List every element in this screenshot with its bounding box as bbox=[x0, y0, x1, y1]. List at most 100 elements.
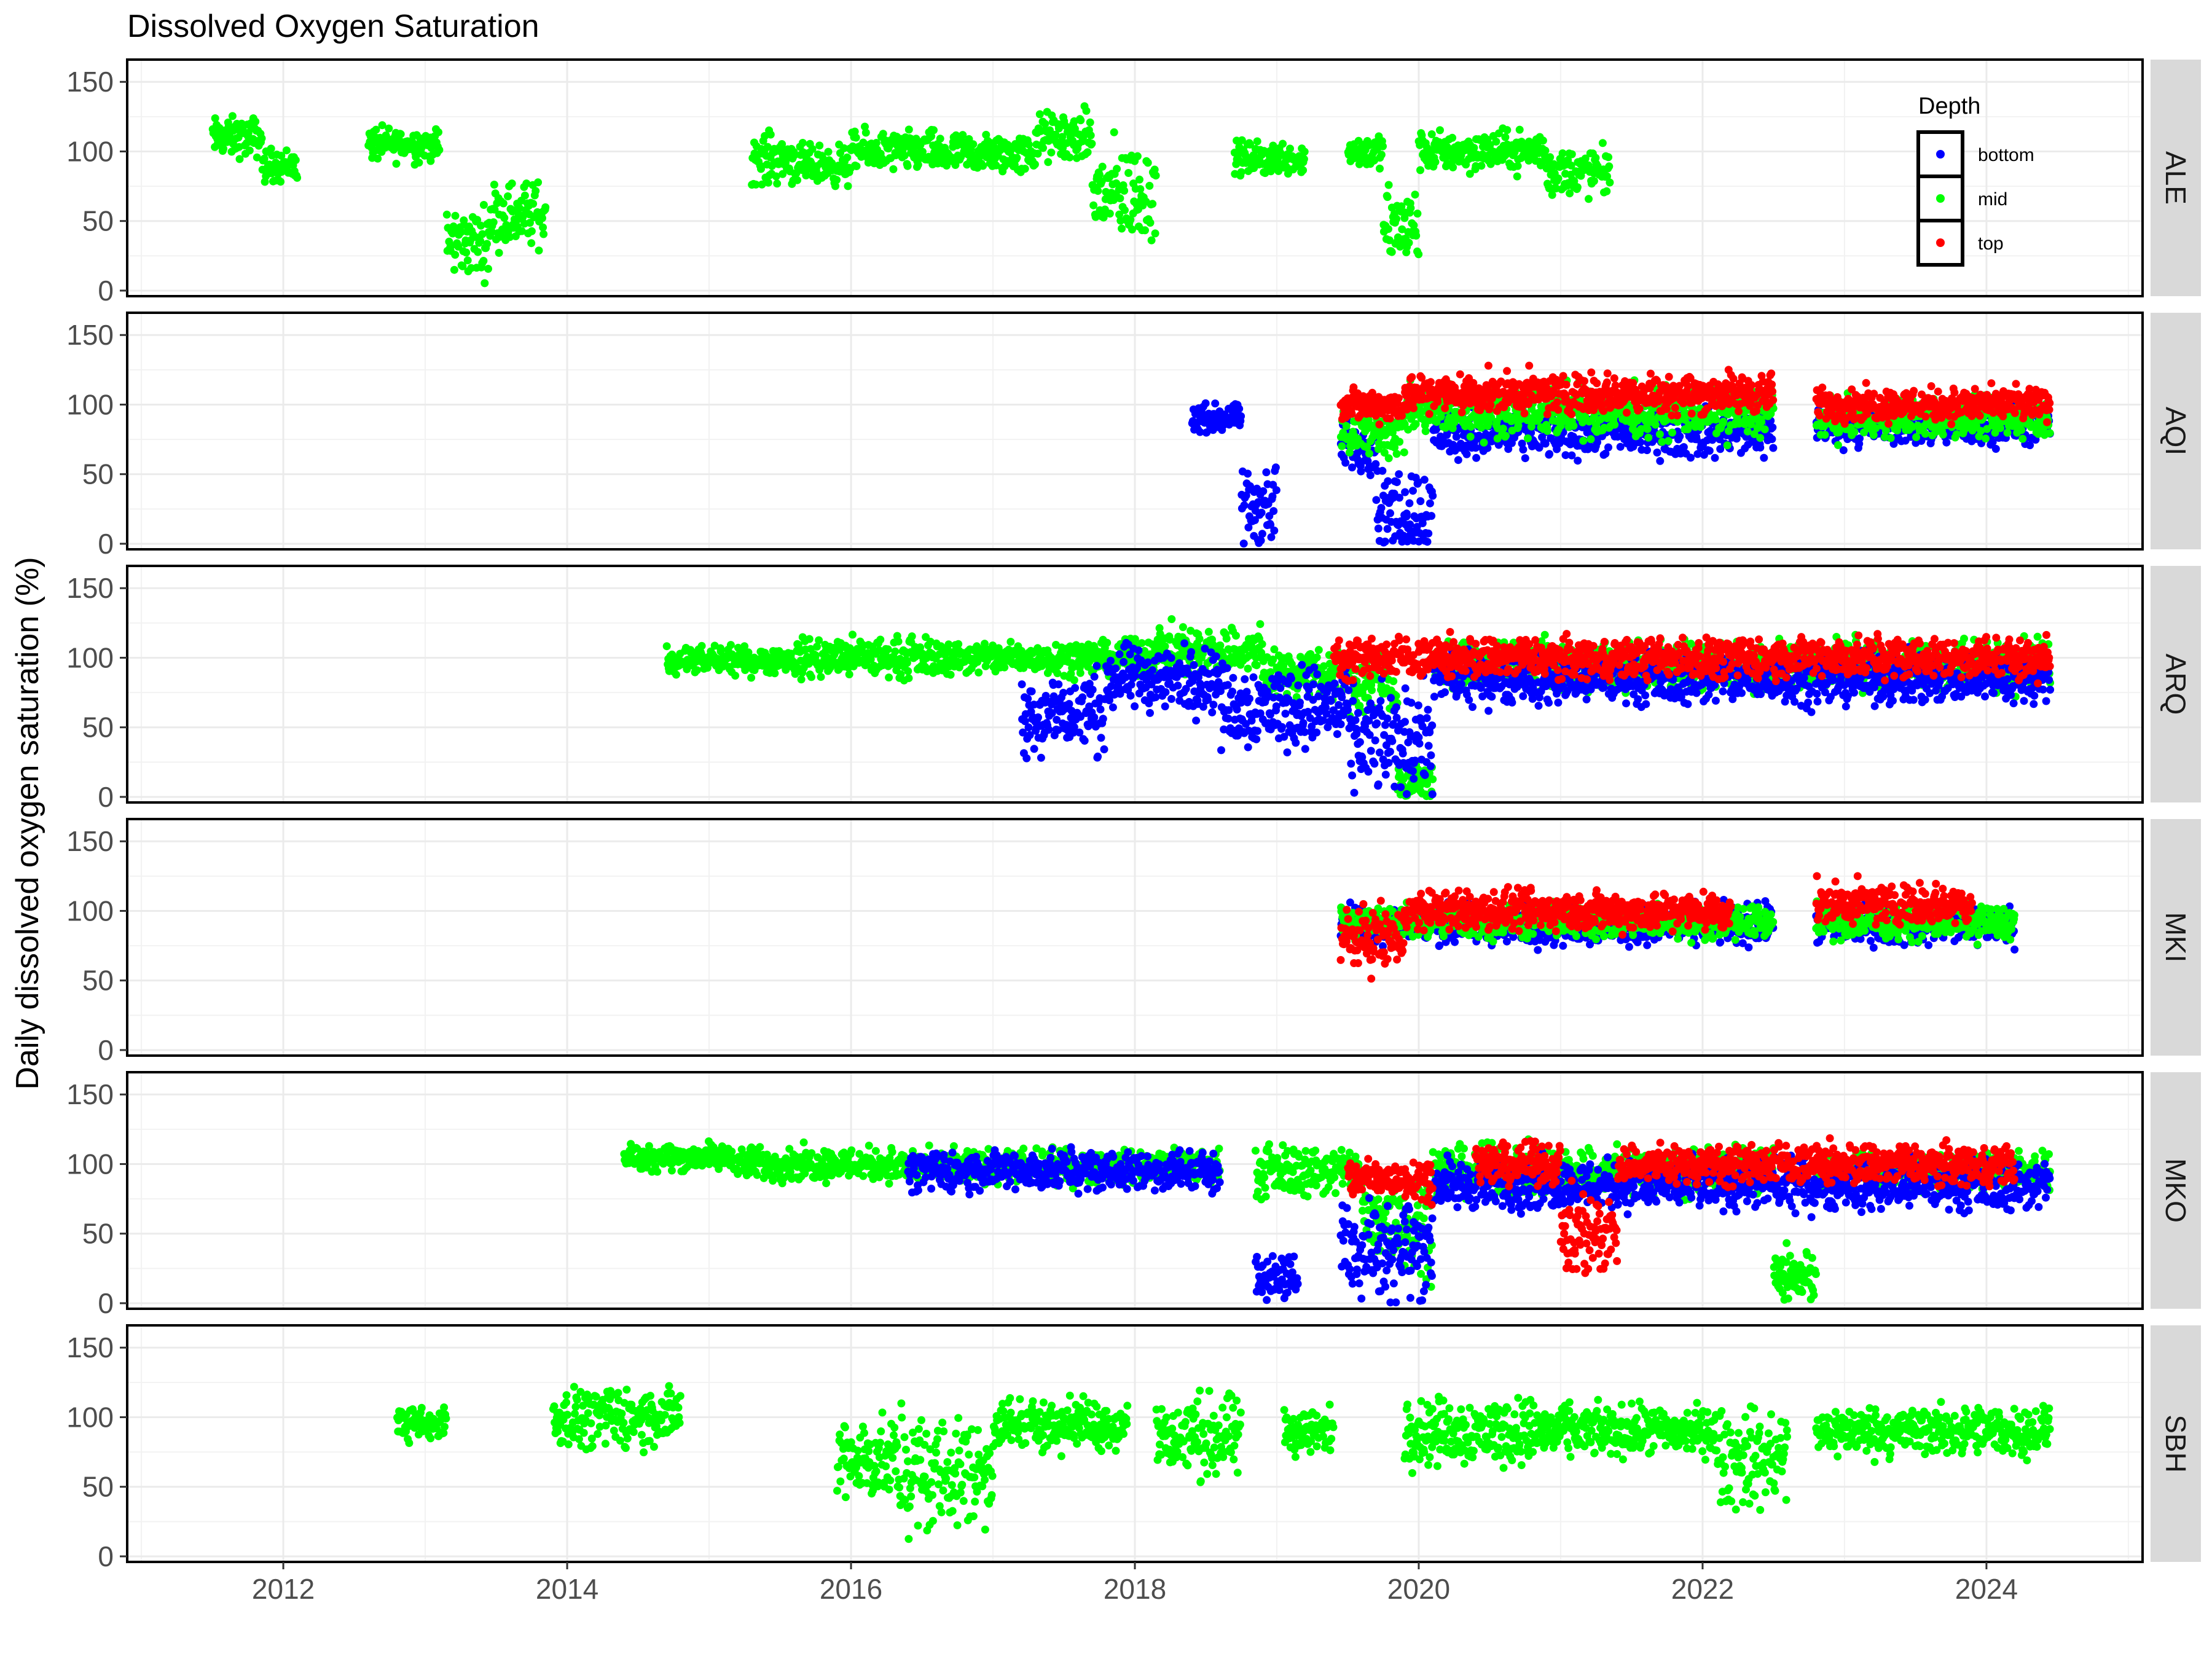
data-point-mid bbox=[489, 218, 498, 227]
data-point-mid bbox=[1606, 178, 1614, 187]
data-point-mid bbox=[1086, 118, 1094, 127]
data-point-bottom bbox=[1374, 524, 1382, 533]
data-point-mid bbox=[798, 139, 807, 147]
data-point-mid bbox=[1143, 159, 1152, 167]
data-point-top bbox=[1747, 381, 1756, 390]
data-point-mid bbox=[1406, 204, 1415, 213]
data-point-mid bbox=[1039, 144, 1047, 152]
data-point-mid bbox=[1286, 144, 1294, 153]
data-point-top bbox=[1456, 370, 1464, 378]
data-point-mid bbox=[517, 227, 526, 235]
data-point-top bbox=[1562, 380, 1571, 389]
data-point-mid bbox=[1585, 195, 1593, 203]
data-point-mid bbox=[817, 673, 825, 681]
data-point-mid bbox=[1539, 136, 1547, 145]
data-point-mid bbox=[1651, 420, 1660, 429]
data-point-bottom bbox=[1454, 456, 1462, 465]
data-point-top bbox=[1394, 394, 1403, 402]
data-point-top bbox=[1934, 387, 1942, 396]
data-point-mid bbox=[764, 178, 772, 187]
data-point-mid bbox=[1113, 165, 1121, 173]
data-point-mid bbox=[235, 155, 244, 163]
y-tick-label: 50 bbox=[82, 458, 114, 490]
data-point-mid bbox=[1395, 437, 1404, 446]
data-point-bottom bbox=[1656, 457, 1665, 465]
data-point-mid bbox=[936, 135, 944, 143]
data-point-top bbox=[1433, 398, 1442, 406]
y-tick-label: 100 bbox=[66, 135, 114, 167]
data-point-mid bbox=[1035, 110, 1044, 119]
data-point-bottom bbox=[1424, 529, 1433, 538]
data-point-mid bbox=[392, 160, 401, 168]
data-point-mid bbox=[539, 223, 547, 232]
data-point-mid bbox=[1712, 415, 1720, 424]
data-point-mid bbox=[751, 180, 760, 189]
data-point-mid bbox=[462, 248, 471, 257]
data-point-mid bbox=[1299, 166, 1308, 175]
data-point-top bbox=[1767, 369, 1776, 378]
data-point-mid bbox=[1013, 154, 1021, 162]
data-point-top bbox=[1622, 409, 1631, 417]
data-point-top bbox=[1425, 410, 1433, 418]
y-tick-label: 0 bbox=[98, 275, 114, 307]
data-point-mid bbox=[1384, 454, 1393, 463]
data-point-mid bbox=[840, 144, 849, 152]
data-point-top bbox=[1587, 368, 1596, 377]
data-point-mid bbox=[253, 153, 261, 162]
data-point-mid bbox=[1586, 435, 1595, 444]
data-point-mid bbox=[1133, 152, 1142, 160]
data-point-mid bbox=[1110, 128, 1118, 136]
data-point-top bbox=[1610, 374, 1618, 383]
data-point-mid bbox=[731, 672, 740, 680]
data-point-bottom bbox=[1357, 467, 1365, 476]
data-point-bottom bbox=[1760, 453, 1768, 462]
data-point-mid bbox=[463, 256, 472, 265]
data-point-mid bbox=[1499, 425, 1507, 433]
data-point-mid bbox=[761, 131, 769, 140]
data-point-bottom bbox=[1401, 488, 1410, 496]
data-point-mid bbox=[451, 211, 460, 220]
data-point-mid bbox=[726, 641, 735, 649]
data-point-mid bbox=[267, 144, 275, 153]
data-point-mid bbox=[527, 227, 536, 235]
data-point-top bbox=[1427, 378, 1435, 386]
data-point-mid bbox=[1098, 162, 1107, 171]
data-point-mid bbox=[1524, 434, 1532, 442]
data-point-bottom bbox=[1257, 536, 1265, 545]
data-point-mid bbox=[900, 151, 909, 160]
data-point-mid bbox=[1644, 433, 1653, 442]
data-point-mid bbox=[1412, 232, 1421, 240]
data-point-mid bbox=[541, 203, 550, 211]
data-point-top bbox=[1457, 408, 1466, 417]
y-tick-label: 150 bbox=[66, 66, 114, 98]
data-point-top bbox=[1862, 378, 1870, 387]
data-point-mid bbox=[758, 180, 766, 189]
data-point-top bbox=[1580, 377, 1588, 385]
data-point-mid bbox=[1939, 430, 1947, 439]
data-point-bottom bbox=[1384, 477, 1392, 485]
data-point-mid bbox=[797, 675, 806, 684]
data-point-mid bbox=[1982, 434, 1990, 443]
data-point-mid bbox=[927, 132, 936, 141]
data-point-mid bbox=[845, 670, 853, 678]
data-point-mid bbox=[843, 153, 852, 162]
data-point-mid bbox=[1136, 185, 1145, 194]
data-point-mid bbox=[1044, 158, 1053, 167]
data-point-mid bbox=[1300, 147, 1309, 156]
data-point-mid bbox=[885, 673, 893, 682]
data-point-mid bbox=[529, 200, 538, 208]
data-point-mid bbox=[951, 161, 960, 169]
data-point-bottom bbox=[1423, 538, 1432, 546]
data-point-mid bbox=[1414, 250, 1423, 259]
data-point-top bbox=[1768, 380, 1776, 389]
data-point-bottom bbox=[1366, 471, 1375, 479]
data-point-bottom bbox=[1426, 499, 1434, 508]
data-point-mid bbox=[773, 179, 782, 188]
data-point-mid bbox=[1421, 427, 1430, 436]
data-point-mid bbox=[378, 121, 386, 130]
data-point-mid bbox=[1300, 155, 1308, 163]
data-point-mid bbox=[772, 172, 780, 181]
data-point-mid bbox=[833, 176, 841, 184]
data-point-mid bbox=[1590, 177, 1598, 186]
